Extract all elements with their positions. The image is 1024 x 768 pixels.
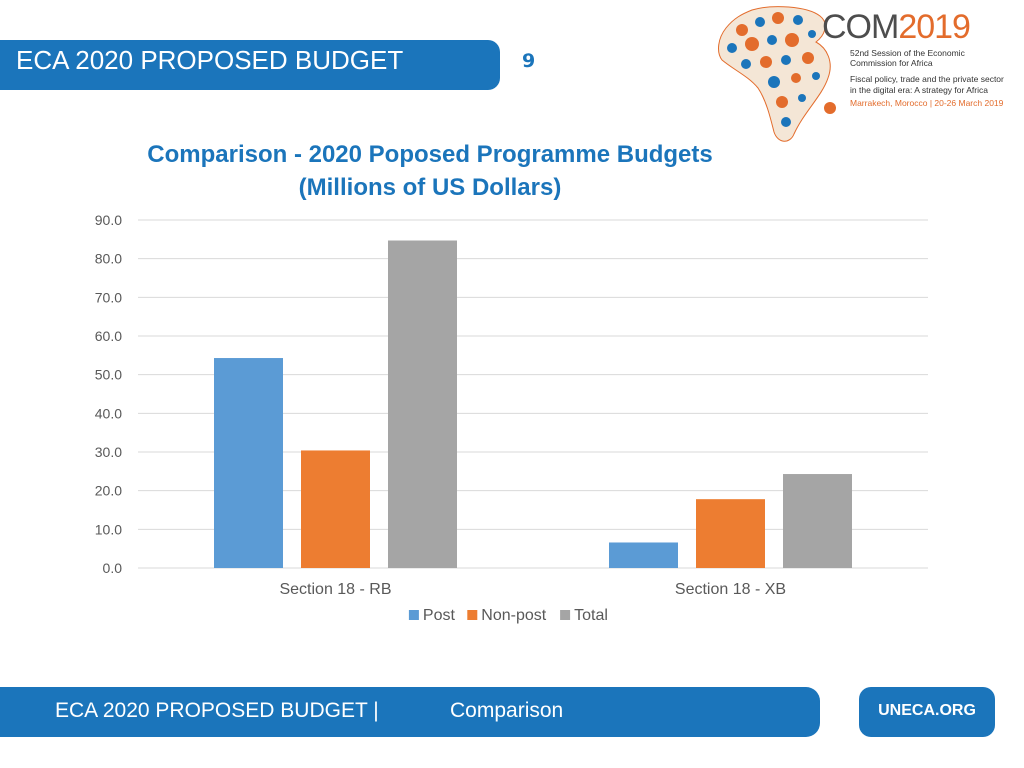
- logo-theme-2: in the digital era: A strategy for Afric…: [850, 85, 988, 95]
- y-tick-label: 90.0: [95, 212, 122, 228]
- chart-title-line2: (Millions of US Dollars): [298, 174, 562, 201]
- bar-non-post-1: [301, 450, 370, 568]
- logo-location: Marrakech, Morocco | 20-26 March 2019: [850, 98, 1004, 108]
- africa-map-logo-icon: [718, 6, 836, 142]
- y-tick-label: 80.0: [95, 251, 122, 267]
- chart-title: Comparison - 2020 Poposed Programme Budg…: [80, 138, 780, 204]
- page-title: ECA 2020 PROPOSED BUDGET: [16, 45, 404, 75]
- header-banner: [0, 40, 500, 90]
- uneca-link[interactable]: UNECA.ORG: [859, 687, 995, 737]
- footer-section: Comparison: [450, 699, 564, 722]
- y-tick-label: 10.0: [95, 521, 122, 537]
- y-tick-label: 0.0: [103, 560, 123, 576]
- bar-post-2: [609, 542, 678, 568]
- legend-label: Post: [423, 607, 456, 624]
- logo-wordmark: COM2019: [822, 8, 971, 46]
- legend-swatch: [560, 610, 571, 620]
- x-category-label: Section 18 - XB: [675, 581, 786, 598]
- logo-theme-1: Fiscal policy, trade and the private sec…: [850, 74, 1004, 84]
- bar-non-post-2: [696, 499, 765, 568]
- footer-title: ECA 2020 PROPOSED BUDGET |: [55, 699, 379, 722]
- legend-swatch: [408, 610, 419, 620]
- y-tick-label: 30.0: [95, 444, 122, 460]
- y-tick-label: 70.0: [95, 289, 122, 305]
- y-tick-label: 20.0: [95, 483, 122, 499]
- y-tick-label: 50.0: [95, 367, 122, 383]
- y-tick-label: 40.0: [95, 405, 122, 421]
- bar-total-2: [783, 474, 852, 568]
- chart-title-line1: Comparison - 2020 Poposed Programme Budg…: [147, 141, 713, 168]
- bar-post-1: [214, 358, 283, 568]
- legend-label: Non-post: [481, 607, 546, 624]
- legend-label: Total: [574, 607, 608, 624]
- footer-bar: [0, 687, 820, 737]
- x-category-label: Section 18 - RB: [279, 581, 391, 598]
- legend-swatch: [467, 610, 478, 620]
- y-tick-label: 60.0: [95, 328, 122, 344]
- page-number: 9: [522, 50, 536, 72]
- logo-subtitle-2: Commission for Africa: [850, 58, 933, 68]
- logo-subtitle-1: 52nd Session of the Economic: [850, 48, 965, 58]
- bar-chart: 0.0 10.0 20.0 30.0 40.0 50.0 60.0 70.0 80.0 90.0 S…: [95, 212, 928, 624]
- bar-total-1: [388, 240, 457, 568]
